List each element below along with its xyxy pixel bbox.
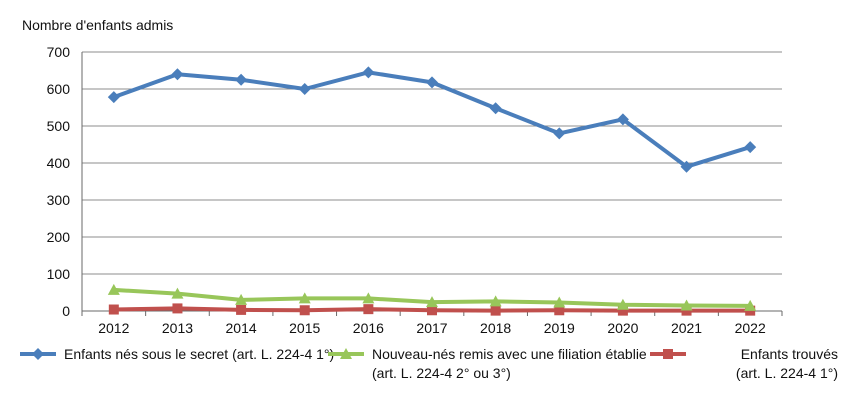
data-point [171, 68, 184, 81]
legend-swatch-marker [340, 348, 352, 359]
data-point [616, 113, 629, 126]
legend-label: Enfants trouvés [741, 346, 838, 362]
data-point [489, 295, 502, 307]
legend-item: Nouveau-nés remis avec une filiation éta… [328, 346, 647, 381]
gridlines [81, 51, 783, 316]
series [107, 66, 757, 173]
data-point [107, 283, 120, 295]
data-point [744, 299, 757, 311]
x-tick-label: 2012 [98, 320, 129, 336]
data-point [235, 73, 248, 86]
x-tick-label: 2015 [289, 320, 320, 336]
data-point [489, 102, 502, 115]
legend-label: Nouveau-nés remis avec une filiation éta… [372, 346, 647, 362]
legend-item: Enfants nés sous le secret (art. L. 224-… [20, 346, 334, 362]
legend-item: Enfants trouvés (art. L. 224-4 1°) [650, 346, 838, 381]
data-point [235, 293, 248, 305]
y-tick-label: 600 [47, 81, 71, 97]
legend-label: (art. L. 224-4 2° ou 3°) [372, 365, 511, 381]
y-axis-label: Nombre d'enfants admis [22, 17, 173, 33]
data-point [172, 303, 183, 314]
legend-label: (art. L. 224-4 1°) [736, 365, 838, 381]
y-tick-label: 0 [62, 303, 70, 319]
data-point [554, 305, 565, 316]
series [107, 283, 757, 311]
data-point [553, 127, 566, 140]
data-point [680, 160, 693, 173]
data-point [680, 299, 693, 311]
legend-label: Enfants nés sous le secret (art. L. 224-… [64, 346, 334, 362]
data-point [617, 305, 628, 316]
series-group [107, 66, 757, 316]
data-point [362, 292, 375, 304]
y-tick-label: 200 [47, 229, 71, 245]
data-point [681, 305, 692, 316]
data-point [553, 296, 566, 308]
data-point [171, 287, 184, 299]
x-tick-label: 2018 [480, 320, 511, 336]
y-axis-ticks: 0 100 200 300 400 500 600 700 [47, 44, 71, 319]
y-tick-label: 700 [47, 44, 71, 60]
data-point [236, 304, 247, 315]
data-point [490, 305, 501, 316]
data-point [299, 305, 310, 316]
y-tick-label: 100 [47, 266, 71, 282]
x-axis-ticks: 2012 2013 2014 2015 2016 2017 2018 2019 2020 2021… [98, 320, 766, 336]
legend: Enfants nés sous le secret (art. L. 224-… [20, 346, 838, 381]
data-point [108, 304, 119, 315]
data-point [426, 296, 438, 308]
x-tick-label: 2021 [671, 320, 702, 336]
x-tick-label: 2014 [226, 320, 257, 336]
y-tick-label: 400 [47, 155, 71, 171]
data-point [298, 292, 311, 304]
y-tick-label: 300 [47, 192, 71, 208]
data-point [426, 76, 438, 89]
data-point [363, 304, 374, 315]
x-tick-label: 2019 [544, 320, 575, 336]
legend-swatch-marker [32, 348, 44, 360]
data-point [107, 91, 120, 104]
x-tick-label: 2022 [735, 320, 766, 336]
x-tick-label: 2020 [607, 320, 638, 336]
legend-swatch-marker [663, 349, 673, 359]
data-point [744, 141, 757, 154]
series [108, 303, 756, 316]
data-point [427, 305, 437, 316]
x-tick-label: 2016 [353, 320, 384, 336]
data-point [616, 298, 629, 310]
data-point [362, 66, 375, 79]
x-tick-label: 2013 [162, 320, 193, 336]
data-point [298, 83, 311, 95]
x-tick-label: 2017 [416, 320, 447, 336]
y-tick-label: 500 [47, 118, 71, 134]
